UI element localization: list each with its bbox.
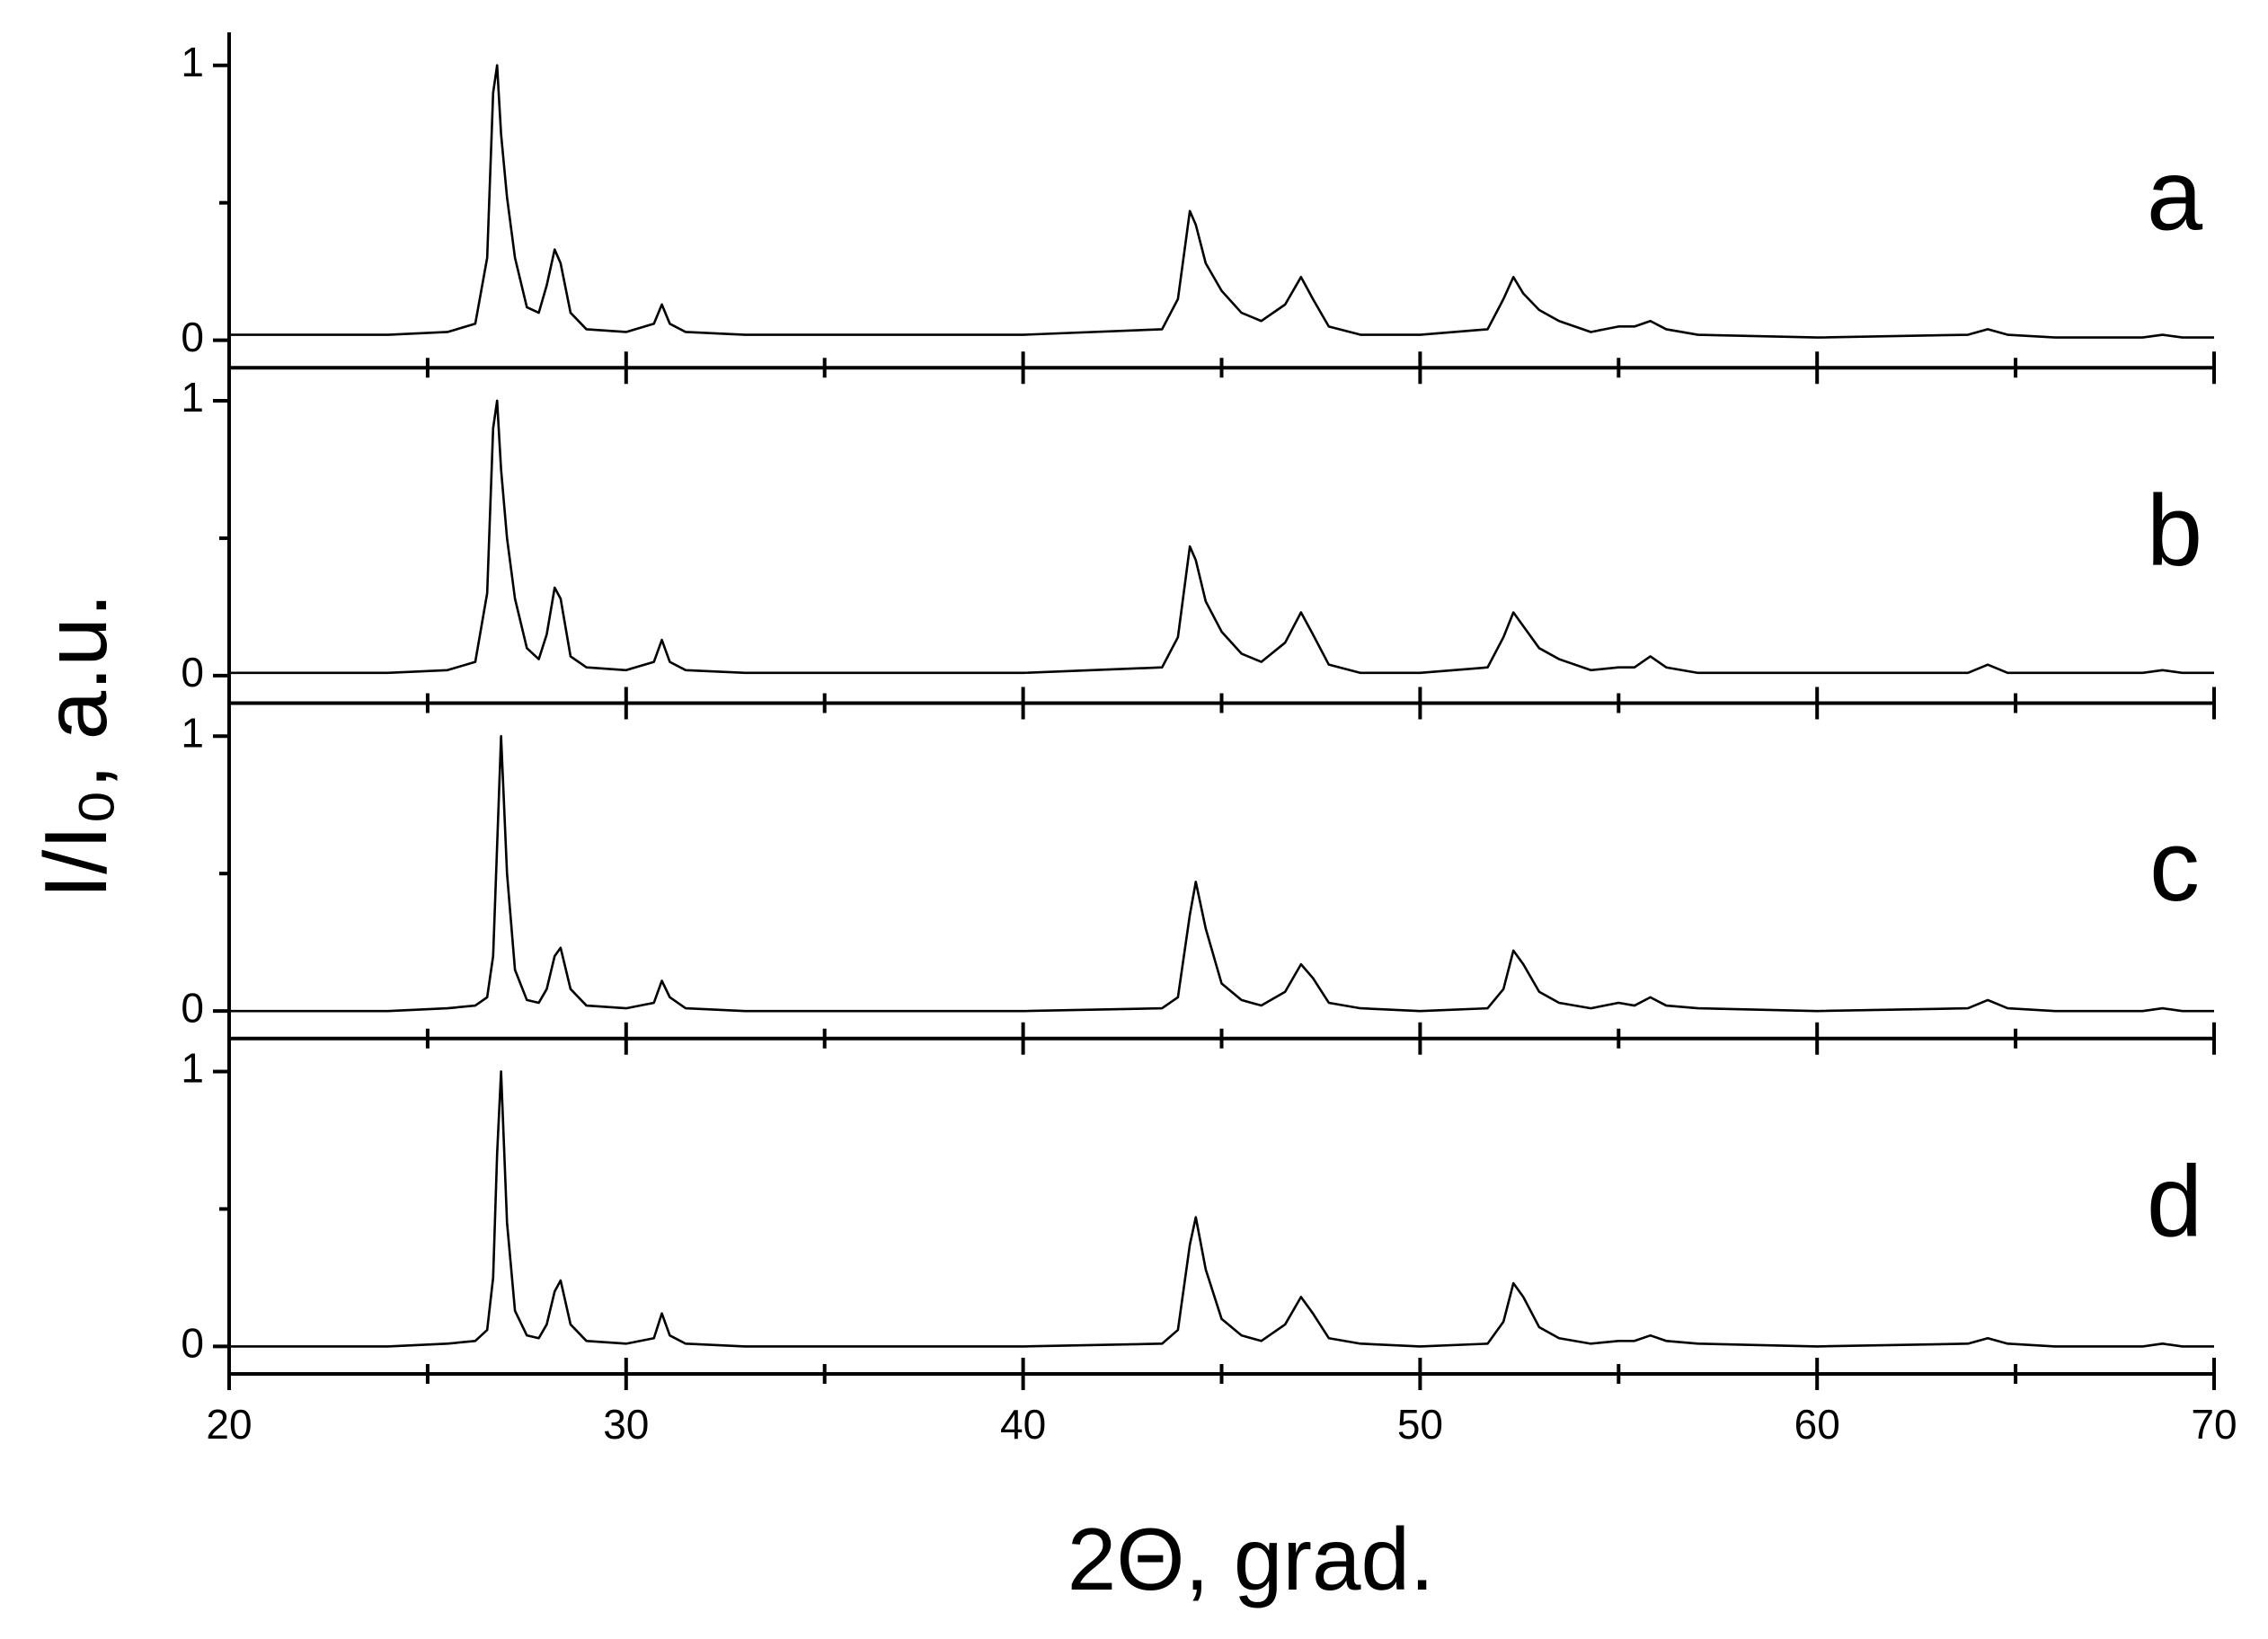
- y-tick-label: 1: [181, 374, 204, 421]
- x-tick-label: 60: [1794, 1401, 1840, 1448]
- x-axis-title: 2Θ, grad.: [1068, 1510, 1435, 1608]
- y-tick-label: 1: [181, 709, 204, 756]
- panel-label: a: [2147, 139, 2203, 252]
- data-line: [229, 734, 2214, 1013]
- x-tick-label: 70: [2191, 1401, 2237, 1448]
- panel-label: b: [2147, 474, 2202, 587]
- data-line: [229, 64, 2214, 339]
- y-tick-label: 1: [181, 39, 204, 85]
- panel-label: d: [2147, 1145, 2202, 1257]
- y-axis-title: I/I₀, a.u.: [26, 593, 125, 899]
- y-tick-label: 0: [181, 314, 204, 360]
- panel-label: c: [2149, 810, 2200, 922]
- x-tick-label: 20: [206, 1401, 252, 1448]
- data-line: [229, 1070, 2214, 1348]
- y-tick-label: 0: [181, 649, 204, 695]
- data-line: [229, 399, 2214, 675]
- y-tick-label: 1: [181, 1045, 204, 1092]
- y-tick-label: 0: [181, 984, 204, 1031]
- x-tick-label: 30: [603, 1401, 649, 1448]
- x-tick-label: 40: [1000, 1401, 1046, 1448]
- x-tick-label: 50: [1397, 1401, 1443, 1448]
- y-tick-label: 0: [181, 1320, 204, 1367]
